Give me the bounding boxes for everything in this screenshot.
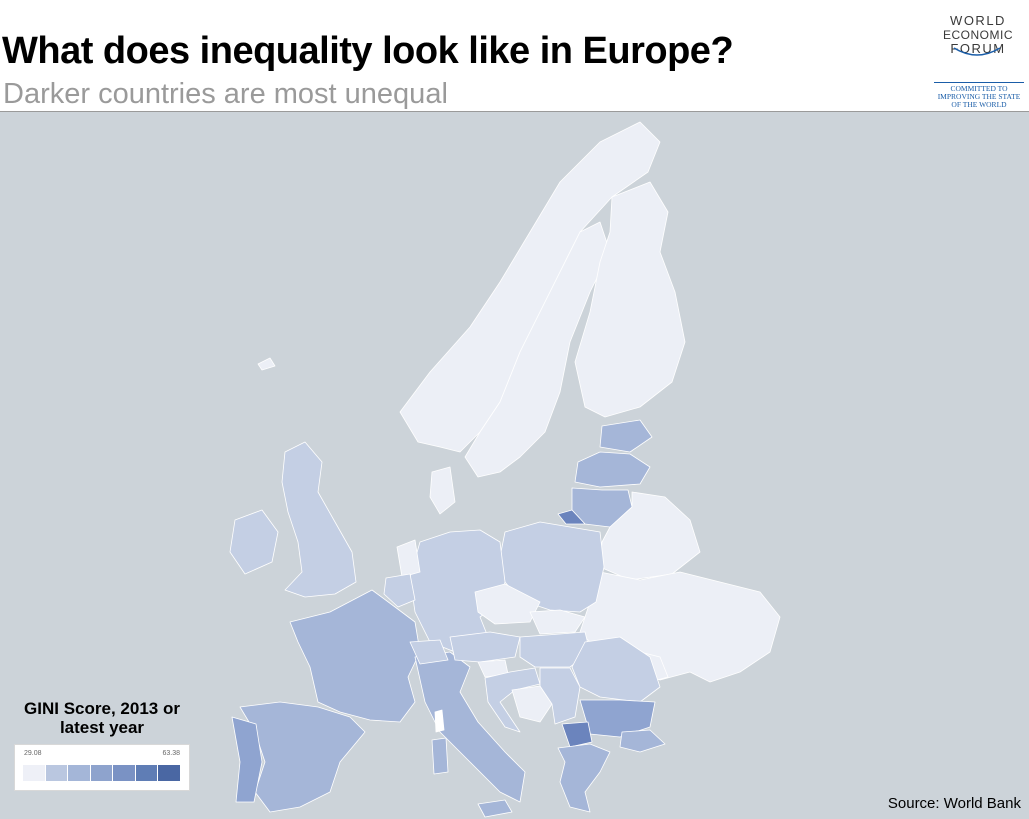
region-north-macedonia [561, 721, 593, 748]
region-france [289, 589, 421, 723]
region-germany [409, 529, 506, 653]
legend-swatch-1 [23, 765, 46, 781]
map-svg [229, 121, 781, 818]
region-czech [474, 583, 541, 625]
region-italy [414, 651, 526, 803]
region-kaliningrad [557, 509, 586, 525]
wef-logo: WORLD ECONOMIC FORUM COMMITTED TO IMPROV… [932, 13, 1024, 109]
region-sweden [464, 221, 611, 478]
legend-color-scale [23, 765, 182, 781]
legend-swatch-4 [90, 765, 114, 781]
region-portugal [231, 716, 263, 803]
region-netherlands [396, 539, 421, 578]
legend: 29.08 63.38 [14, 744, 190, 791]
region-turkey [619, 729, 666, 753]
region-bosnia [511, 685, 553, 723]
page-subtitle: Darker countries are most unequal [3, 78, 448, 110]
region-latvia [574, 451, 651, 488]
legend-swatch-6 [135, 765, 159, 781]
legend-max-label: 63.38 [162, 750, 180, 757]
region-spain [239, 701, 366, 813]
legend-swatch-2 [45, 765, 69, 781]
logo-arc-icon [953, 47, 1001, 56]
region-iceland [257, 357, 276, 371]
region-slovakia [529, 609, 586, 635]
logo-line-2: ECONOMIC [943, 28, 1013, 42]
header: What does inequality look like in Europe… [0, 0, 1029, 112]
region-denmark [429, 466, 456, 515]
region-croatia [484, 667, 541, 733]
legend-title: GINI Score, 2013 or latest year [24, 699, 180, 737]
legend-swatch-3 [68, 765, 91, 781]
region-belgium [383, 573, 416, 608]
source-note: Source: World Bank [887, 795, 1021, 812]
page-title: What does inequality look like in Europe… [2, 30, 734, 72]
region-switzerland [409, 639, 449, 665]
region-corsica [434, 709, 445, 733]
region-austria [449, 631, 521, 663]
europe-map [0, 112, 1029, 819]
legend-swatch-5 [113, 765, 136, 781]
region-sicily [477, 799, 513, 818]
region-greece [557, 743, 611, 813]
legend-min-label: 29.08 [24, 750, 42, 757]
legend-swatch-7 [158, 765, 182, 781]
region-finland [574, 181, 686, 418]
logo-tagline: COMMITTED TO IMPROVING THE STATE OF THE … [934, 82, 1024, 109]
region-ireland [229, 509, 279, 575]
region-uk [281, 441, 357, 598]
region-serbia [539, 667, 581, 725]
logo-line-1: WORLD [950, 13, 1006, 28]
region-estonia [599, 419, 653, 453]
region-sardinia [431, 737, 449, 775]
